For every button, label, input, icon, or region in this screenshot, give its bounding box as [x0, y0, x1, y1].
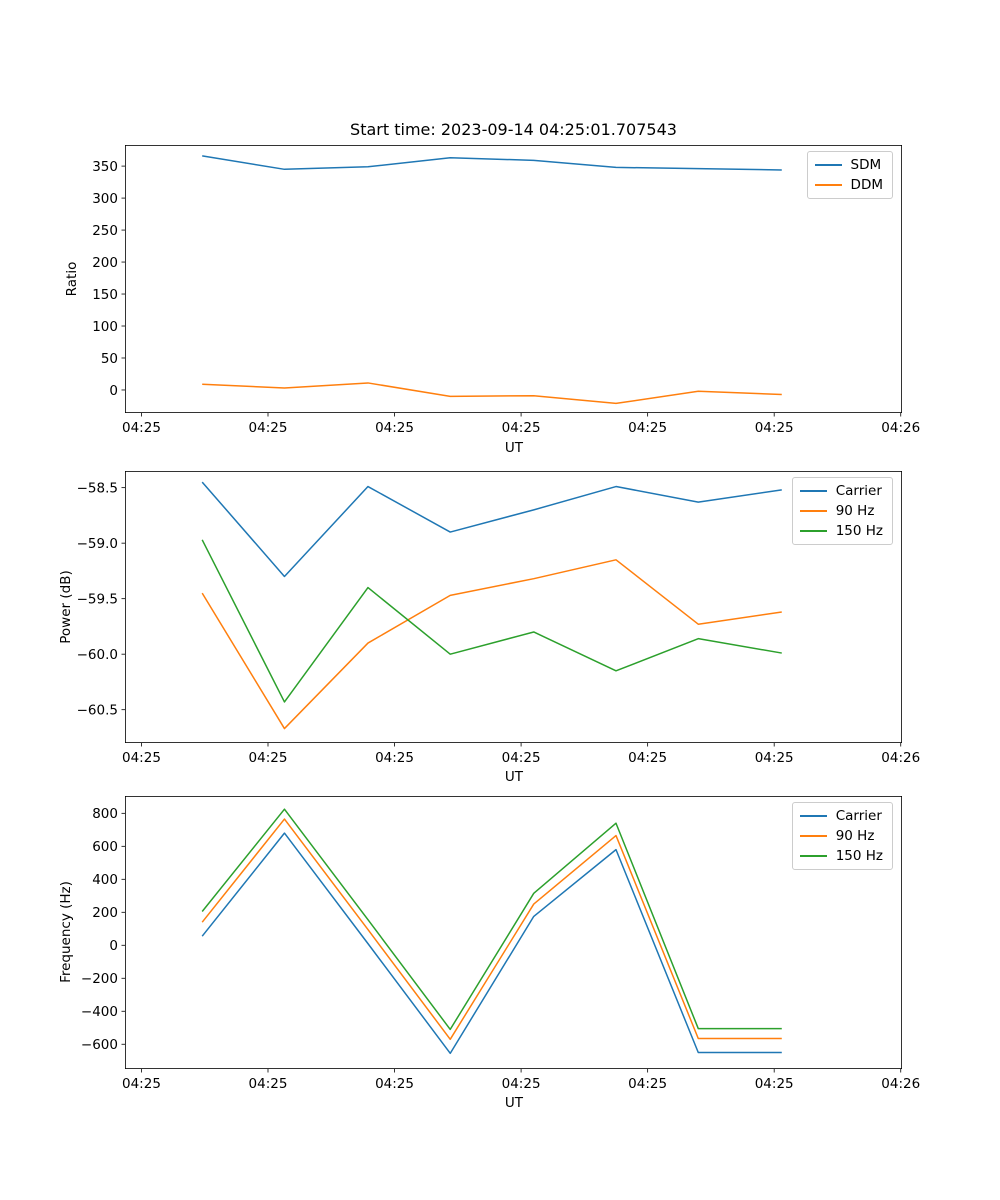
legend-entry-carrier: Carrier: [799, 483, 883, 499]
figure-title: Start time: 2023-09-14 04:25:01.707543: [350, 120, 677, 139]
x-tick-label: 04:25: [249, 750, 288, 766]
legend-line-sample: [814, 184, 842, 186]
axes-border: [125, 471, 903, 744]
legend-label: 150 Hz: [835, 848, 883, 864]
x-tick-label: 04:25: [249, 1076, 288, 1092]
ratio-legend: SDM DDM: [806, 151, 893, 199]
series-line-150-hz: [201, 808, 782, 1031]
frequency-y-axis-label: Frequency (Hz): [58, 881, 74, 983]
legend-entry-ddm: DDM: [814, 177, 883, 193]
y-tick-label: 800: [92, 806, 118, 822]
legend-label: Carrier: [835, 808, 882, 824]
frequency-plot-area: 04:25 04:25 04:25 04:25 04:25 04:25 04:26 800 60…: [81, 796, 920, 1092]
legend-line-sample: [799, 855, 827, 857]
legend-label: 150 Hz: [835, 523, 883, 539]
x-tick-label: 04:26: [881, 420, 920, 436]
y-tick-label: 200: [92, 905, 118, 921]
x-tick-label: 04:25: [628, 420, 667, 436]
y-tick-label: 350: [92, 159, 118, 175]
legend-entry-sdm: SDM: [814, 157, 883, 173]
y-tick-label: 400: [92, 872, 118, 888]
power-plot-area: 04:25 04:25 04:25 04:25 04:25 04:25 04:26 −58.5…: [77, 471, 920, 766]
x-tick-label: 04:25: [375, 420, 414, 436]
legend-line-sample: [799, 835, 827, 837]
y-tick-label: −59.0: [77, 536, 118, 552]
x-tick-label: 04:25: [628, 750, 667, 766]
legend-label: 90 Hz: [835, 828, 875, 844]
x-tick-label: 04:25: [122, 420, 161, 436]
y-tick-label: 600: [92, 839, 118, 855]
x-tick-label: 04:25: [628, 1076, 667, 1092]
legend-label: DDM: [850, 177, 883, 193]
x-tick-label: 04:25: [122, 1076, 161, 1092]
series-line-150-hz: [201, 539, 782, 703]
series-line-carrier: [201, 481, 782, 578]
ratio-plot-area: 04:25 04:25 04:25 04:25 04:25 04:25 04:26 350 30…: [92, 145, 920, 436]
y-tick-label: −58.5: [77, 480, 118, 496]
y-tick-label: −400: [81, 1004, 118, 1020]
legend-label: Carrier: [835, 483, 882, 499]
y-tick-label: −60.0: [77, 647, 118, 663]
y-tick-label: 100: [92, 319, 118, 335]
series-line-90-hz: [201, 559, 782, 730]
x-tick-label: 04:25: [502, 750, 541, 766]
x-tick-label: 04:25: [755, 420, 794, 436]
legend-line-sample: [799, 815, 827, 817]
x-tick-label: 04:25: [249, 420, 288, 436]
x-tick-label: 04:25: [502, 1076, 541, 1092]
frequency-x-axis-label: UT: [504, 1095, 524, 1111]
legend-label: SDM: [850, 157, 882, 173]
legend-line-sample: [799, 510, 827, 512]
legend-entry-150-hz: 150 Hz: [799, 848, 883, 864]
x-tick-label: 04:25: [375, 750, 414, 766]
y-tick-label: 0: [109, 383, 118, 399]
power-x-axis-label: UT: [504, 769, 524, 785]
series-line-90-hz: [201, 818, 782, 1041]
series-line-carrier: [201, 832, 782, 1055]
axes-border: [125, 796, 903, 1070]
y-tick-label: 200: [92, 255, 118, 271]
legend-entry-150-hz: 150 Hz: [799, 523, 883, 539]
x-tick-label: 04:26: [881, 1076, 920, 1092]
x-tick-label: 04:25: [502, 420, 541, 436]
legend-line-sample: [799, 490, 827, 492]
y-tick-label: 0: [109, 938, 118, 954]
y-tick-label: −600: [81, 1037, 118, 1053]
y-tick-label: 300: [92, 191, 118, 207]
legend-label: 90 Hz: [835, 503, 875, 519]
x-tick-label: 04:25: [122, 750, 161, 766]
y-tick-label: 50: [101, 351, 118, 367]
y-tick-label: −60.5: [77, 702, 118, 718]
legend-entry-90-hz: 90 Hz: [799, 503, 883, 519]
y-tick-label: 150: [92, 287, 118, 303]
x-tick-label: 04:25: [375, 1076, 414, 1092]
axes-border: [125, 145, 903, 414]
ratio-y-axis-label: Ratio: [64, 261, 80, 297]
frequency-legend: Carrier 90 Hz 150 Hz: [791, 802, 893, 870]
power-legend: Carrier 90 Hz 150 Hz: [791, 477, 893, 545]
x-tick-label: 04:25: [755, 1076, 794, 1092]
x-tick-label: 04:26: [881, 750, 920, 766]
x-tick-label: 04:25: [755, 750, 794, 766]
legend-line-sample: [799, 530, 827, 532]
legend-entry-carrier: Carrier: [799, 808, 883, 824]
y-tick-label: −59.5: [77, 591, 118, 607]
legend-entry-90-hz: 90 Hz: [799, 828, 883, 844]
y-tick-label: −200: [81, 971, 118, 987]
series-line-ddm: [202, 382, 782, 405]
y-tick-label: 250: [92, 223, 118, 239]
power-y-axis-label: Power (dB): [58, 570, 74, 644]
legend-line-sample: [814, 164, 842, 166]
series-line-sdm: [202, 155, 782, 171]
ratio-x-axis-label: UT: [504, 440, 524, 456]
